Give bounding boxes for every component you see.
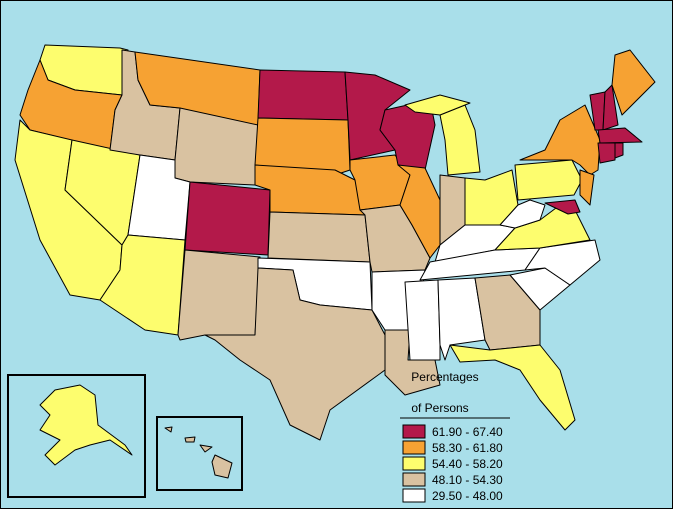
state	[579, 169, 595, 206]
legend-swatch	[402, 488, 426, 503]
state	[204, 267, 386, 441]
state	[184, 181, 271, 256]
hawaii-inset	[156, 416, 243, 491]
state	[257, 69, 349, 121]
state	[611, 49, 656, 116]
state	[211, 454, 233, 479]
legend-swatch	[402, 456, 426, 471]
state	[614, 142, 624, 159]
legend-label: 29.50 - 48.00	[432, 489, 503, 503]
state	[397, 164, 441, 259]
state	[499, 199, 546, 229]
legend: Percentages of Persons 61.90 - 67.40 58.3…	[400, 370, 510, 503]
state	[494, 204, 591, 251]
states	[14, 44, 656, 441]
legend-label: 48.10 - 54.30	[432, 473, 503, 487]
state	[99, 234, 186, 336]
state	[449, 344, 576, 431]
legend-label: 58.30 - 61.80	[432, 441, 503, 455]
state	[199, 444, 213, 453]
state	[404, 279, 441, 361]
state	[597, 127, 643, 144]
legend-title: Percentages	[411, 370, 478, 384]
legend-swatch	[402, 472, 426, 487]
legend-title: of Persons	[411, 401, 468, 415]
legend-swatch	[402, 440, 426, 455]
legend-label: 61.90 - 67.40	[432, 425, 503, 439]
state	[254, 117, 351, 176]
state	[184, 436, 196, 443]
state	[544, 199, 581, 215]
alaska-inset	[7, 374, 146, 498]
legend-swatch	[402, 424, 426, 439]
state	[597, 142, 616, 164]
state	[177, 249, 261, 341]
state	[404, 94, 471, 116]
legend-label: 54.40 - 58.20	[432, 457, 503, 471]
state	[39, 384, 133, 466]
state	[267, 211, 371, 263]
state	[164, 426, 173, 433]
state	[602, 84, 619, 131]
state	[514, 159, 583, 201]
